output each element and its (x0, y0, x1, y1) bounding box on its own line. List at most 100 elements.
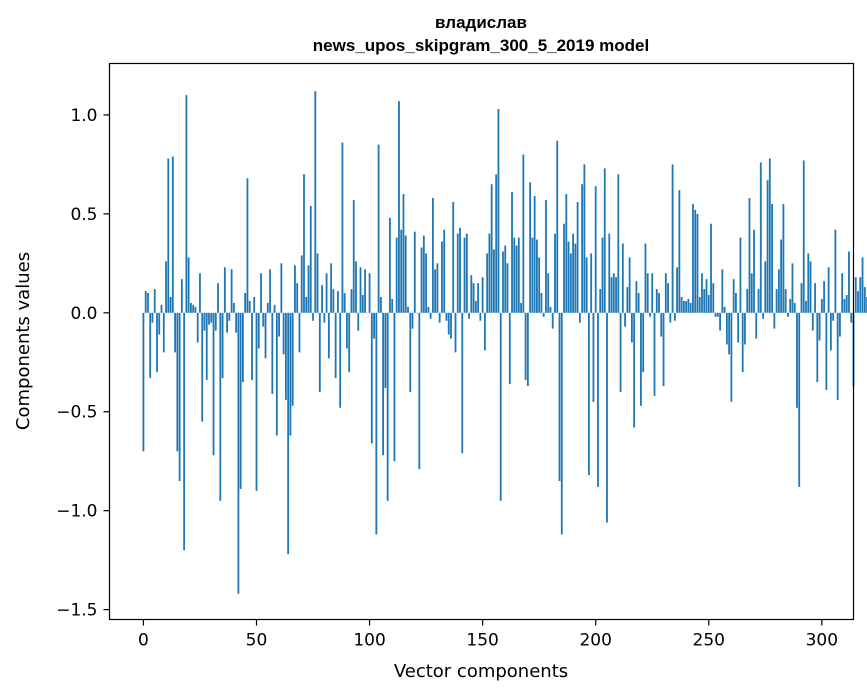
bar (409, 312, 412, 392)
bar (298, 312, 301, 353)
bar (287, 312, 290, 555)
bar (689, 302, 692, 313)
bar (226, 312, 228, 333)
bar (513, 237, 516, 313)
bar (271, 312, 274, 394)
x-axis-ticks: 0 50 100 150 200 250 300 (138, 619, 838, 651)
bar (524, 312, 527, 381)
bar (483, 312, 486, 351)
bar (398, 101, 400, 313)
bar (848, 251, 850, 313)
bar (787, 312, 789, 317)
bar (504, 245, 507, 313)
bar (737, 312, 740, 343)
bar (382, 312, 385, 456)
bar (644, 243, 647, 313)
x-tick-label: 150 (466, 631, 498, 651)
chart-title-line-1: владислав (435, 13, 527, 32)
bar (653, 312, 656, 396)
bar (196, 312, 199, 343)
bar (404, 235, 407, 313)
bar (793, 302, 796, 313)
bar (759, 162, 762, 313)
bar (558, 312, 561, 481)
bar (796, 312, 798, 408)
bar (651, 273, 654, 313)
bar (764, 261, 767, 313)
bar (242, 312, 244, 383)
bar (723, 306, 726, 313)
bar (642, 312, 645, 373)
bar (859, 277, 862, 313)
bar (626, 287, 629, 313)
bar (384, 312, 387, 388)
y-axis-label: Components values (13, 252, 34, 430)
bar (284, 312, 287, 400)
bar (748, 198, 751, 313)
bar (370, 312, 373, 444)
bar (355, 261, 357, 313)
bar (766, 180, 769, 313)
bar (162, 312, 165, 353)
bar (526, 312, 529, 387)
bar (237, 312, 240, 594)
bars-group (142, 91, 867, 594)
bar (183, 312, 186, 551)
y-tick-label: 0.5 (70, 205, 97, 225)
bar (280, 263, 283, 313)
bar (212, 312, 215, 456)
bar (714, 312, 717, 317)
bar (762, 312, 764, 319)
bar (389, 217, 391, 313)
bar (549, 306, 552, 313)
bar (158, 312, 161, 335)
bar (789, 298, 792, 313)
bar (630, 312, 633, 343)
bar (499, 312, 502, 501)
bar (603, 168, 606, 313)
bar (707, 295, 710, 313)
x-axis-label: Vector components (394, 661, 568, 682)
bar (669, 312, 672, 323)
bar (612, 273, 615, 313)
bar (721, 269, 724, 313)
bar (517, 237, 520, 313)
bar (719, 312, 721, 331)
bar (493, 249, 495, 313)
bar (829, 312, 832, 351)
bar (551, 312, 554, 329)
y-tick-label: 1.0 (70, 106, 97, 126)
bar (214, 312, 217, 331)
bar (205, 312, 208, 381)
bar (576, 202, 579, 313)
bar (823, 281, 826, 313)
bar (454, 312, 457, 353)
x-tick-label: 100 (353, 631, 385, 651)
bar (646, 273, 649, 313)
bar (474, 300, 477, 313)
bar (820, 298, 823, 313)
bar (836, 312, 839, 400)
bar (578, 312, 581, 323)
bar (262, 312, 265, 327)
bar (294, 265, 296, 313)
bar (422, 235, 425, 313)
bar (805, 300, 807, 313)
bar (420, 247, 423, 313)
bar (563, 223, 565, 313)
bar (590, 253, 593, 313)
bar (780, 239, 783, 313)
bar (339, 312, 342, 408)
bar (273, 304, 276, 313)
bar (391, 298, 394, 313)
bar (782, 203, 785, 313)
bar (703, 289, 706, 313)
bar (201, 312, 204, 422)
bar (465, 233, 468, 313)
bar (316, 253, 319, 313)
bar (269, 269, 271, 313)
bar (278, 312, 281, 337)
bar (502, 251, 504, 313)
bar (459, 227, 461, 313)
